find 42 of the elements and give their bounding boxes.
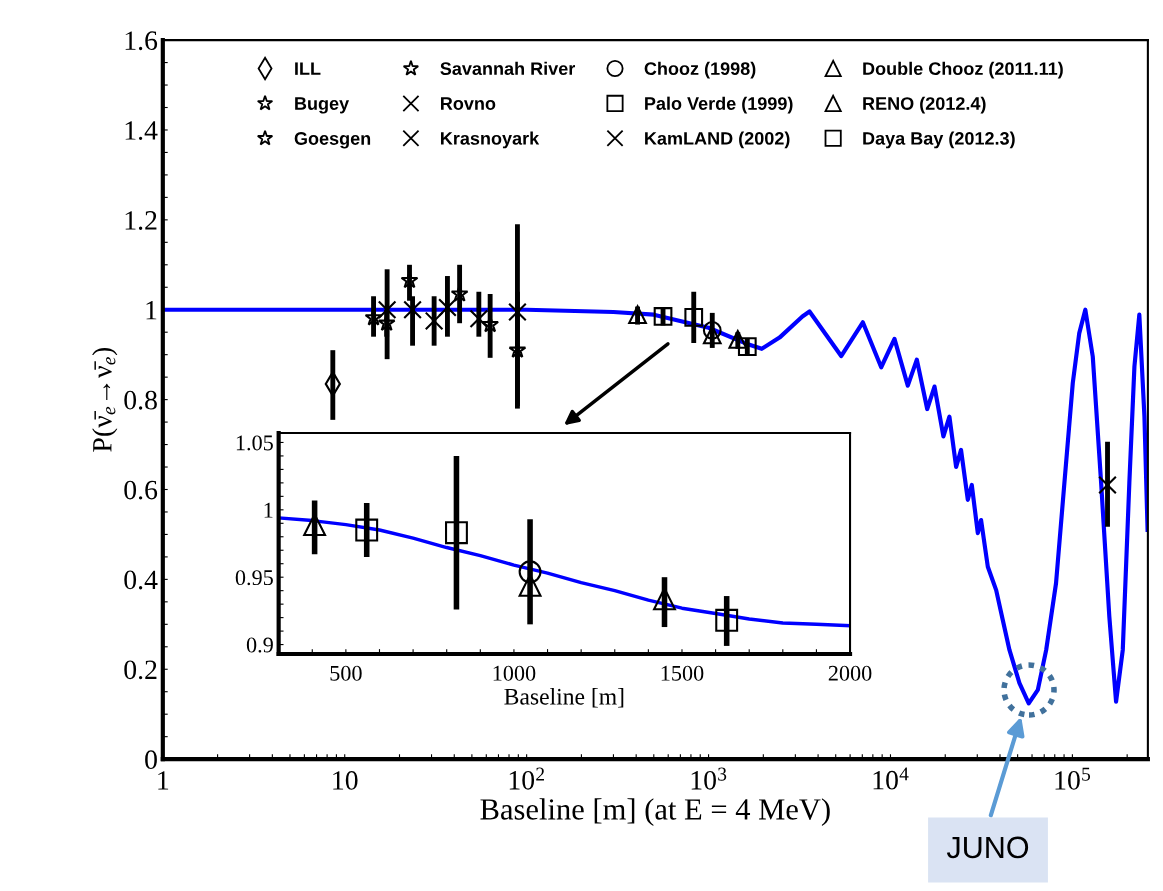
legend-label: Daya Bay (2012.3)	[863, 131, 1015, 149]
y-tick-label: 1.6	[125, 31, 158, 51]
y-tick-label: 0.95	[235, 570, 273, 586]
legend-label: RENO (2012.4)	[863, 96, 986, 114]
legend-label: Palo Verde (1999)	[645, 96, 793, 114]
y-tick-label: 1.2	[125, 211, 157, 230]
x-tick-label: 10$^{4}$	[873, 767, 909, 790]
x-axis-title: Baseline [m]	[504, 688, 624, 708]
point	[445, 521, 468, 545]
y-tick-label: 0.9	[246, 637, 273, 653]
legend-label: Goesgen	[294, 132, 371, 149]
y-tick-label: 1	[264, 502, 273, 518]
x-tick-label: 10$^{5}$	[1055, 767, 1091, 790]
x-tick-label: 1500	[661, 665, 704, 681]
text: JUNO	[946, 836, 1029, 859]
legend-label: ILL	[295, 62, 321, 75]
y-tick-label: 0	[145, 750, 157, 770]
legend-label: Chooz (1998)	[644, 61, 756, 79]
y-tick-label: 0.4	[124, 570, 158, 590]
legend-label: Bugey	[295, 97, 350, 114]
y-axis-title: P(ν̄$_{e}$→ν̄$_{e}$)	[92, 347, 118, 452]
legend-label: Double Chooz (2011.11)	[863, 61, 1063, 79]
point	[355, 518, 379, 542]
y-tick-label: 1.05	[236, 435, 273, 451]
y-tick-label: 1	[146, 301, 157, 320]
x-tick-label: 10$^{2}$	[509, 767, 544, 790]
point	[715, 608, 739, 632]
legend-label: KamLAND (2002)	[645, 131, 790, 149]
x-tick-label: 2000	[828, 665, 872, 681]
y-tick-label: 0.8	[124, 390, 157, 410]
legend-label: Savannah River	[440, 61, 576, 76]
point	[518, 560, 542, 584]
y-tick-label: 0.6	[124, 480, 158, 500]
x-tick-label: 10	[333, 771, 358, 790]
x-tick-label: 500	[330, 665, 362, 681]
x-tick-label: 10$^{3}$	[691, 767, 727, 790]
y-tick-label: 0.2	[124, 660, 157, 680]
legend-label: Rovno	[441, 97, 496, 110]
y-tick-label: 1.4	[125, 121, 158, 141]
x-axis-title: Baseline [m] (at E = 4 MeV)	[480, 798, 830, 826]
x-tick-label: 1000	[493, 665, 536, 681]
legend-label: Krasnoyark	[441, 131, 540, 149]
